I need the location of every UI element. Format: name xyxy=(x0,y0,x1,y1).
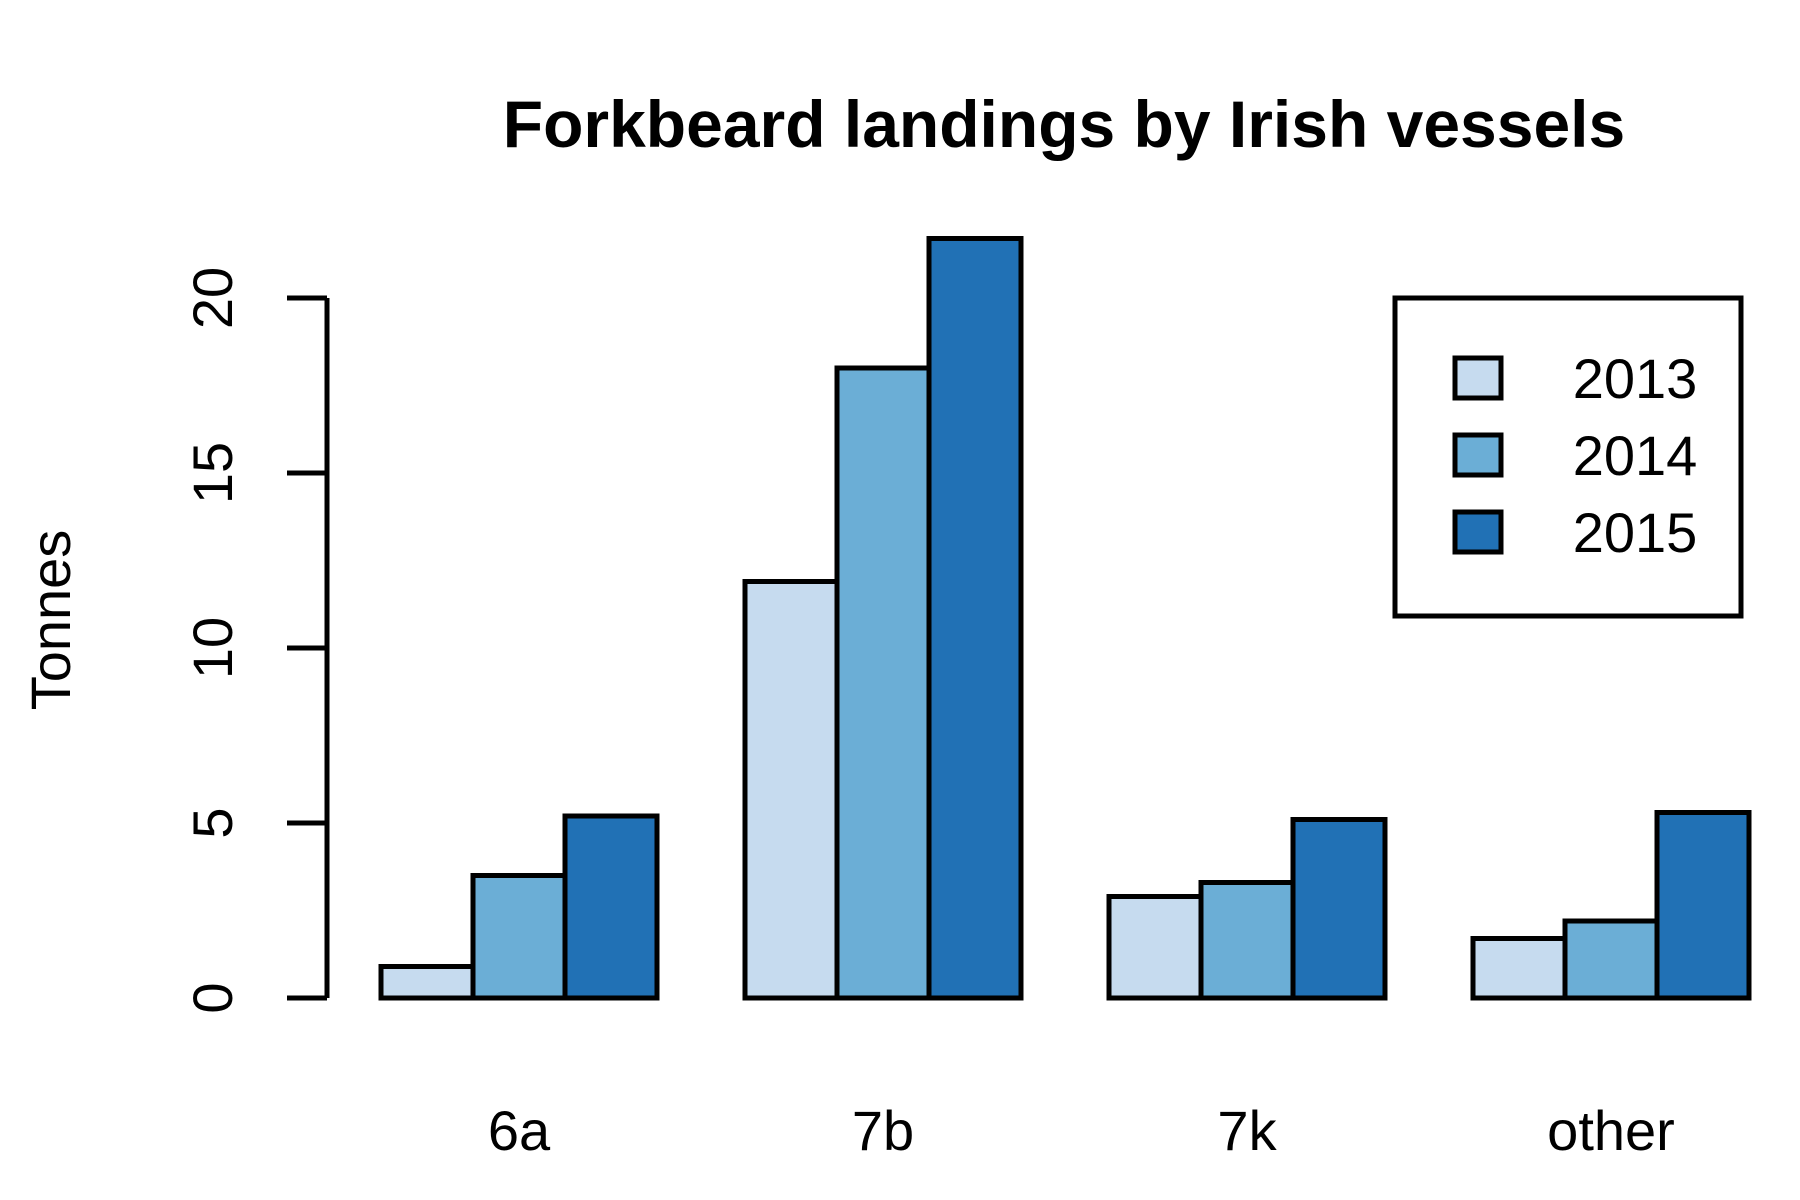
legend-label-2014: 2014 xyxy=(1573,424,1698,487)
y-tick-label: 20 xyxy=(181,267,244,329)
legend: 2013 2014 2015 xyxy=(1392,295,1744,619)
legend-swatch-2015 xyxy=(1452,509,1504,555)
bar-6a-2013 xyxy=(378,964,476,1001)
y-axis: 0 5 10 15 20 xyxy=(181,267,330,1014)
bar-6a-2015 xyxy=(562,813,660,1001)
x-tick-label: other xyxy=(1547,1099,1675,1162)
x-tick-label: 7b xyxy=(852,1099,914,1162)
x-tick-label: 6a xyxy=(488,1099,551,1162)
y-tick-label: 5 xyxy=(181,807,244,838)
bar-7b-2014 xyxy=(834,365,932,1001)
x-tick-label: 7k xyxy=(1217,1099,1277,1162)
y-tick-label: 15 xyxy=(181,442,244,504)
y-axis-label: Tonnes xyxy=(19,530,82,711)
bar-7k-2015 xyxy=(1290,817,1388,1001)
legend-swatch-2014 xyxy=(1452,432,1504,478)
bar-7b-2015 xyxy=(926,236,1024,1001)
legend-swatch-2013 xyxy=(1452,355,1504,401)
bar-other-2015 xyxy=(1654,810,1752,1001)
legend-label-2015: 2015 xyxy=(1573,501,1698,564)
x-tick-labels: 6a 7b 7k other xyxy=(488,1099,1675,1162)
bar-other-2014 xyxy=(1562,918,1660,1001)
y-tick-label: 10 xyxy=(181,617,244,679)
bar-7k-2013 xyxy=(1106,894,1204,1001)
bar-other-2013 xyxy=(1470,936,1568,1001)
bars-group xyxy=(378,236,1752,1001)
bar-7b-2013 xyxy=(742,579,840,1001)
legend-label-2013: 2013 xyxy=(1573,347,1698,410)
chart-title: Forkbeard landings by Irish vessels xyxy=(503,87,1625,161)
y-tick-label: 0 xyxy=(181,982,244,1013)
bar-7k-2014 xyxy=(1198,880,1296,1001)
bar-6a-2014 xyxy=(470,873,568,1001)
